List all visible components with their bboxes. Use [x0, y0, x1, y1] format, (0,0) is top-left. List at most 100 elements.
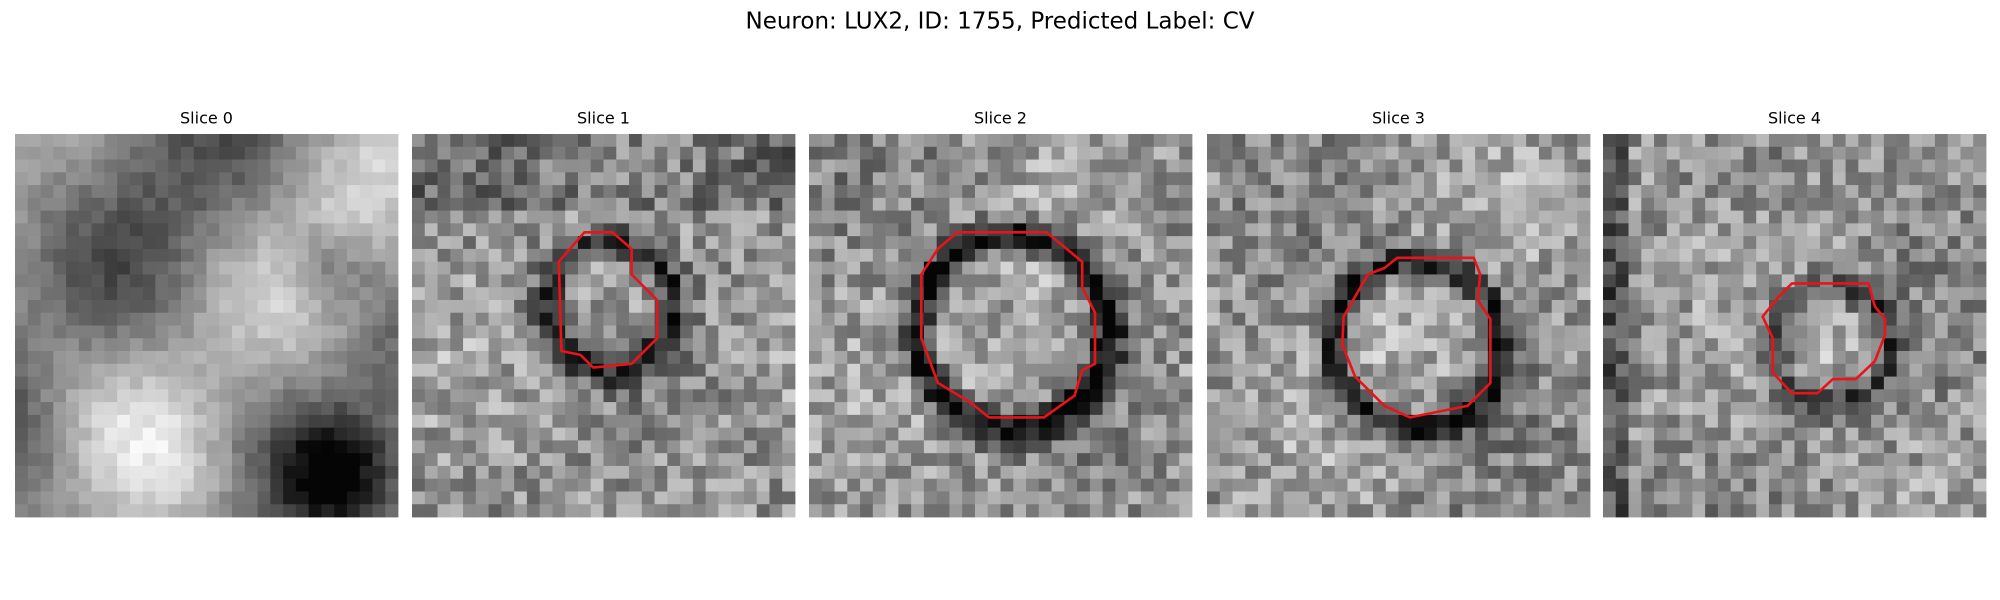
pixel	[1000, 465, 1014, 480]
pixel	[257, 312, 271, 326]
pixel	[987, 236, 1001, 250]
pixel	[667, 172, 681, 186]
pixel	[1245, 236, 1259, 250]
pixel	[1411, 453, 1425, 467]
pixel	[539, 440, 553, 454]
pixel	[1166, 287, 1180, 301]
pixel	[359, 134, 373, 148]
pixel	[283, 210, 297, 224]
pixel	[129, 274, 144, 288]
pixel	[1321, 146, 1336, 160]
pixel	[450, 287, 464, 301]
pixel	[1679, 363, 1693, 377]
pixel	[1026, 402, 1040, 416]
pixel	[1245, 491, 1259, 505]
pixel	[1603, 312, 1617, 326]
pixel	[1845, 146, 1859, 160]
pixel	[1245, 453, 1259, 467]
pixel	[1794, 172, 1808, 186]
pixel	[1641, 465, 1655, 480]
pixel	[1270, 414, 1284, 429]
pixel	[1309, 427, 1323, 441]
pixel	[372, 146, 386, 160]
pixel	[1692, 312, 1706, 326]
pixel	[219, 210, 233, 224]
pixel	[1026, 504, 1040, 518]
pixel	[463, 453, 477, 467]
pixel	[1654, 299, 1668, 314]
pixel	[219, 504, 233, 518]
pixel	[718, 351, 732, 365]
pixel	[1436, 427, 1450, 441]
pixel	[731, 185, 745, 199]
pixel	[705, 376, 719, 390]
segmentation-contour	[1341, 256, 1492, 419]
pixel	[616, 351, 630, 365]
pixel	[1832, 414, 1846, 429]
pixel	[809, 210, 823, 224]
pixel	[834, 440, 848, 454]
pixel	[654, 351, 668, 365]
pixel	[1219, 299, 1233, 314]
pixel	[1615, 299, 1629, 314]
pixel	[1781, 287, 1795, 301]
pixel	[860, 197, 874, 211]
pixel	[475, 478, 489, 492]
pixel	[1372, 351, 1387, 365]
pixel	[834, 185, 848, 199]
pixel	[1372, 478, 1387, 492]
pixel	[1794, 427, 1808, 441]
pixel	[66, 261, 80, 275]
pixel	[1026, 312, 1040, 326]
pixel	[782, 491, 796, 505]
pixel	[1909, 402, 1923, 416]
pixel	[1166, 363, 1180, 377]
pixel	[1756, 223, 1770, 237]
pixel	[1026, 236, 1040, 250]
pixel	[1692, 236, 1706, 250]
pixel	[129, 134, 144, 148]
pixel	[308, 338, 322, 352]
pixel	[821, 261, 835, 275]
pixel	[577, 159, 592, 173]
pixel	[488, 402, 502, 416]
pixel	[1947, 312, 1961, 326]
pixel	[1089, 491, 1104, 505]
pixel	[1385, 478, 1399, 492]
pixel	[1947, 223, 1961, 237]
pixel	[1411, 427, 1425, 441]
pixel	[654, 146, 668, 160]
pixel	[1436, 274, 1450, 288]
pixel	[680, 491, 694, 505]
pixel	[1321, 504, 1336, 518]
pixel	[437, 325, 451, 339]
pixel	[1743, 248, 1757, 263]
pixel	[1628, 223, 1642, 237]
pixel	[1360, 478, 1374, 492]
pixel	[104, 146, 118, 160]
pixel	[718, 427, 732, 441]
pixel	[1781, 261, 1795, 275]
pixel	[283, 325, 297, 339]
pixel	[91, 274, 105, 288]
pixel	[514, 427, 528, 441]
pixel	[565, 363, 579, 377]
pixel	[385, 299, 399, 314]
pixel	[1781, 236, 1795, 250]
pixel	[821, 504, 835, 518]
pixel	[1577, 325, 1591, 339]
pixel	[834, 363, 848, 377]
pixel	[987, 465, 1001, 480]
pixel	[53, 338, 67, 352]
pixel	[1089, 185, 1104, 199]
pixel	[1207, 312, 1221, 326]
pixel	[898, 440, 912, 454]
pixel	[1883, 351, 1898, 365]
pixel	[193, 134, 207, 148]
pixel	[1270, 427, 1284, 441]
pixel	[1232, 172, 1246, 186]
pixel	[1179, 159, 1193, 173]
pixel	[180, 146, 195, 160]
pixel	[1973, 465, 1987, 480]
pixel	[1807, 491, 1821, 505]
